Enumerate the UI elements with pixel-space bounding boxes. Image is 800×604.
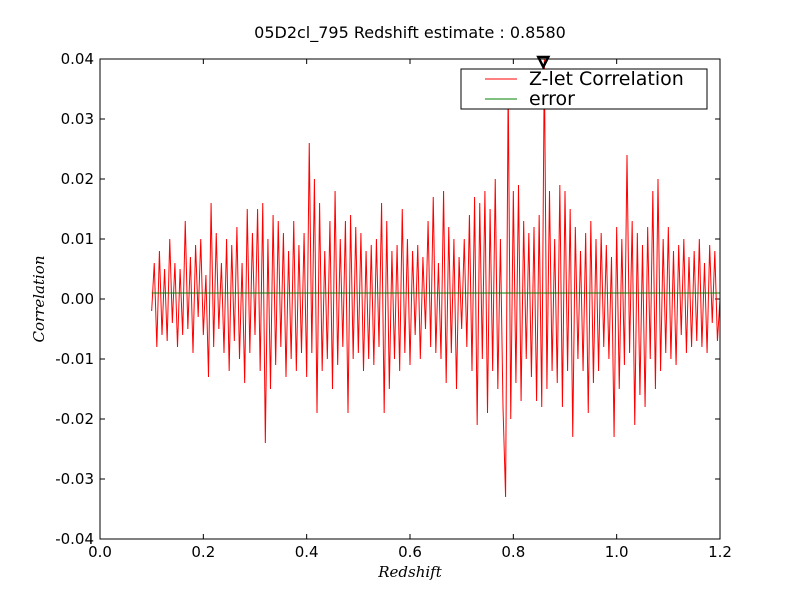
y-tick-label: 0.02 xyxy=(61,170,94,188)
legend-label: error xyxy=(529,88,575,110)
y-tick-label: -0.04 xyxy=(55,530,94,548)
x-tick-label: 0.0 xyxy=(88,543,112,561)
y-tick-label: -0.01 xyxy=(55,350,94,368)
legend-box xyxy=(460,68,708,110)
y-tick-label: 0.00 xyxy=(61,290,94,308)
legend-label: Z-let Correlation xyxy=(529,68,684,90)
y-tick-label: -0.03 xyxy=(55,470,94,488)
y-tick-label: -0.02 xyxy=(55,410,94,428)
x-tick-label: 1.0 xyxy=(605,543,629,561)
x-tick-label: 0.4 xyxy=(295,543,319,561)
y-tick-label: 0.03 xyxy=(61,110,94,128)
x-tick-label: 0.8 xyxy=(501,543,525,561)
x-axis-label: Redshift xyxy=(377,563,442,581)
x-tick-label: 0.2 xyxy=(191,543,215,561)
y-tick-label: 0.04 xyxy=(61,50,94,68)
series-line xyxy=(151,58,721,498)
peak-marker xyxy=(536,55,551,70)
plot-frame xyxy=(99,58,721,540)
x-tick-label: 1.2 xyxy=(708,543,732,561)
y-tick-label: 0.01 xyxy=(61,230,94,248)
chart-title: 05D2cl_795 Redshift estimate : 0.8580 xyxy=(254,23,566,43)
y-axis-label: Correlation xyxy=(30,256,48,343)
x-tick-label: 0.6 xyxy=(398,543,422,561)
